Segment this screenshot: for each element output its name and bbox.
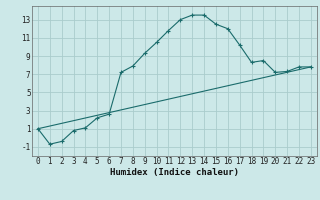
X-axis label: Humidex (Indice chaleur): Humidex (Indice chaleur) bbox=[110, 168, 239, 177]
